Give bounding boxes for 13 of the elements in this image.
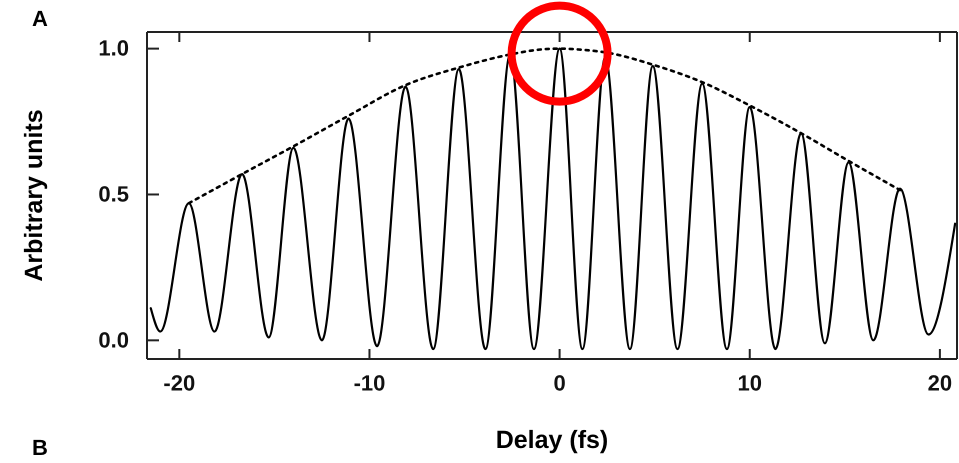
x-tick-label: 0	[553, 370, 566, 396]
x-tick-label: 10	[738, 370, 762, 396]
y-tick-label: 1.0	[98, 36, 129, 61]
x-axis-title: Delay (fs)	[496, 426, 608, 454]
text: A	[32, 6, 48, 31]
line-series	[150, 48, 956, 350]
x-tick-label: -20	[163, 370, 196, 396]
y-tick-label: 0.0	[98, 327, 129, 352]
x-tick-label: 20	[928, 370, 952, 396]
y-tick-label: 0.5	[98, 182, 129, 207]
x-tick-label: -10	[354, 370, 386, 396]
y-axis-title: Arbitrary units	[20, 109, 48, 282]
text: B	[32, 435, 48, 460]
